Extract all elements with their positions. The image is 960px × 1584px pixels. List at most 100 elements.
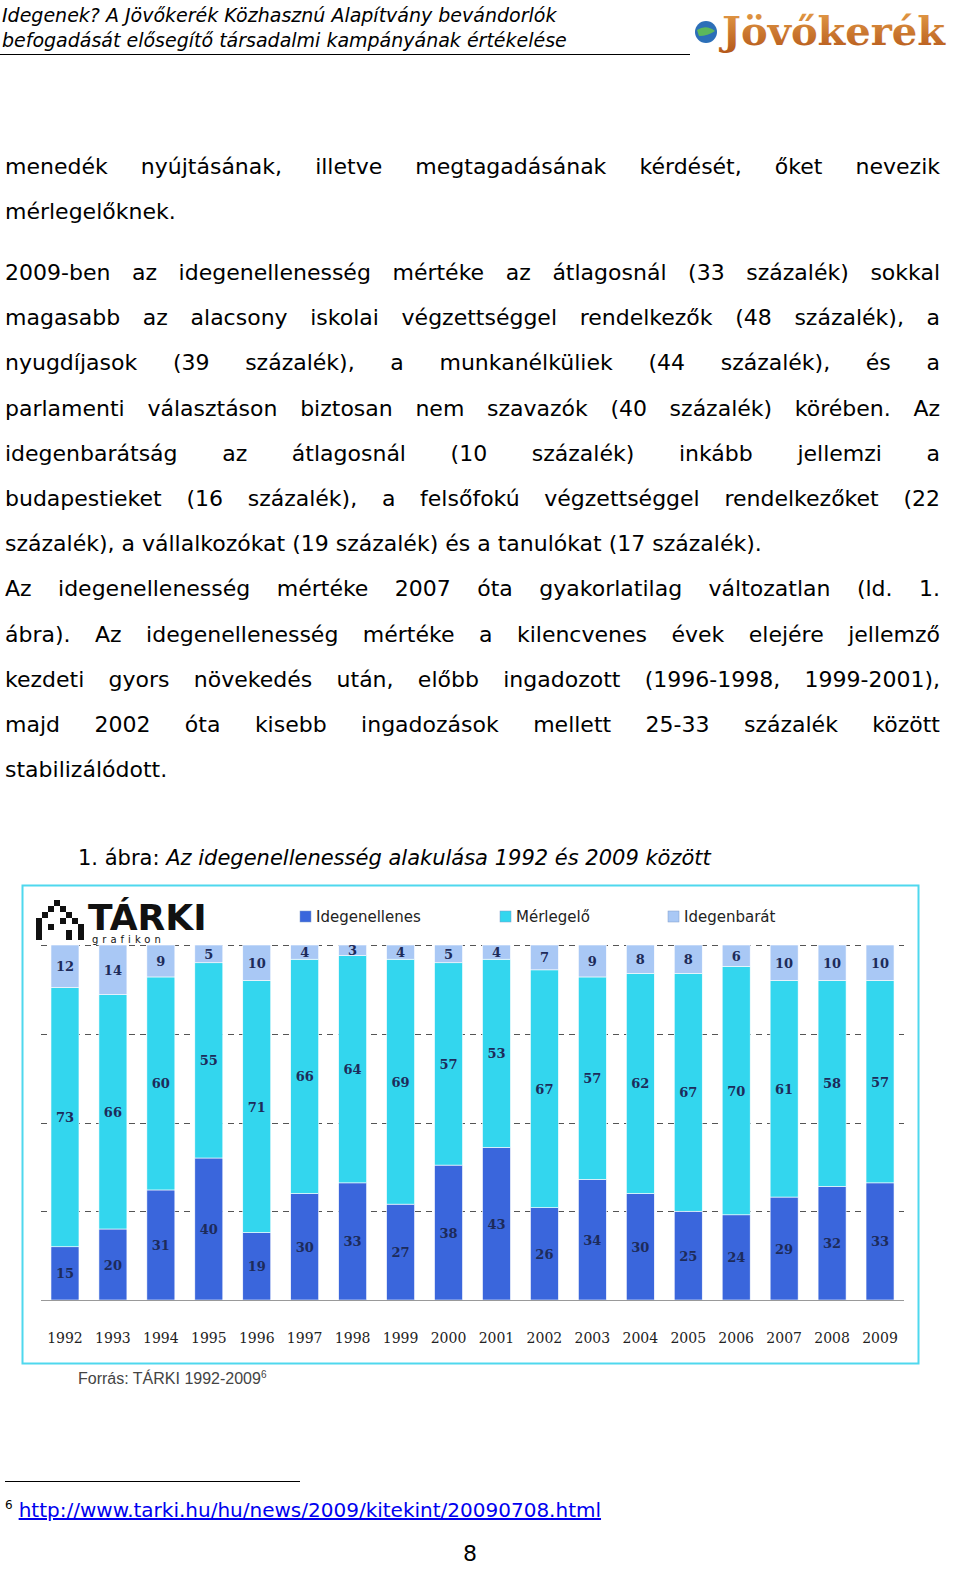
bar-segment (770, 945, 798, 981)
data-label: 60 (152, 1076, 170, 1091)
x-tick-label: 1992 (47, 1330, 83, 1346)
data-label: 66 (104, 1105, 122, 1120)
bar-segment (51, 988, 79, 1247)
brand-icon (66, 912, 72, 918)
logo-globe-land (697, 27, 715, 36)
data-label: 15 (56, 1266, 74, 1281)
bar-segment (147, 977, 175, 1190)
brand-icon (78, 924, 84, 940)
data-label: 62 (631, 1076, 649, 1091)
bar-segment (530, 970, 558, 1208)
bars (51, 945, 894, 1300)
data-label: 57 (439, 1057, 457, 1072)
figure-caption: 1. ábra: Az idegenellenesség alakulása 1… (78, 845, 711, 871)
bar-segment (482, 945, 510, 959)
source-footnote-ref: 6 (261, 1369, 267, 1380)
x-tick-label: 2002 (527, 1330, 563, 1346)
brand-icon (66, 930, 72, 940)
bar-segment (147, 945, 175, 977)
data-label: 30 (631, 1240, 649, 1255)
data-label: 57 (583, 1071, 601, 1086)
data-label: 38 (439, 1226, 457, 1241)
data-label: 33 (344, 1234, 362, 1249)
paragraph-line: stabilizálódott. (5, 755, 940, 785)
bar-segment (578, 945, 606, 977)
page-number: 8 (420, 1540, 520, 1568)
data-label: 40 (200, 1222, 218, 1237)
data-label: 67 (679, 1085, 697, 1100)
data-label: 10 (871, 956, 889, 971)
bar-segment (578, 977, 606, 1179)
footnote-rule (5, 1481, 300, 1482)
data-label: 6 (732, 949, 741, 964)
paragraph-line: százalék), a vállalkozókat (19 százalék)… (5, 529, 940, 559)
bar-segment (195, 945, 223, 963)
data-label: 53 (487, 1046, 505, 1061)
legend-label: Idegenellenes (316, 908, 421, 926)
bar-segment (243, 945, 271, 981)
data-label: 7 (540, 950, 549, 965)
data-label: 5 (444, 947, 453, 962)
paragraph-line: idegenbarátság az átlagosnál (10 százalé… (5, 439, 940, 469)
header-rule (0, 54, 690, 55)
data-label: 64 (344, 1062, 362, 1077)
bar-segment (578, 1179, 606, 1300)
bar-segment (626, 945, 654, 973)
bar-segment (626, 1194, 654, 1301)
bar-segment (99, 995, 127, 1229)
paragraph-line: parlamenti választáson biztosan nem szav… (5, 394, 940, 424)
bar-segment (818, 981, 846, 1187)
bar-segment (818, 1186, 846, 1300)
bar-segment (195, 963, 223, 1158)
page-graphics: JövőkerékTÁRKIgrafikonIdegenellenesMérle… (0, 0, 960, 1584)
paragraph-line: nyugdíjasok (39 százalék), a munkanélkül… (5, 348, 940, 378)
brand-icon (36, 918, 42, 940)
bar-segment (435, 945, 463, 963)
logo-text: Jövőkerék (719, 7, 946, 54)
bar-segment (722, 1215, 750, 1300)
logo: Jövőkerék (695, 7, 946, 54)
bar-segment (866, 1183, 894, 1300)
data-label: 10 (823, 956, 841, 971)
x-tick-label: 2008 (814, 1330, 850, 1346)
bar-segment (866, 945, 894, 981)
x-tick-label: 2001 (479, 1330, 515, 1346)
data-label: 9 (156, 954, 165, 969)
bar-segment (530, 1208, 558, 1300)
data-label: 19 (248, 1259, 266, 1274)
legend-swatch (300, 911, 311, 922)
data-label: 57 (871, 1075, 889, 1090)
data-label: 4 (396, 945, 405, 960)
bar-segment (243, 981, 271, 1233)
data-label: 43 (487, 1217, 505, 1232)
bar-segment (722, 966, 750, 1215)
logo-globe (695, 21, 717, 43)
bar-segment (243, 1233, 271, 1300)
figure-source: Forrás: TÁRKI 1992-20096 (78, 1364, 266, 1390)
paragraph-line: budapestieket (16 százalék), a felsőfokú… (5, 484, 940, 514)
chart-frame (23, 886, 919, 1364)
x-tick-label: 1997 (287, 1330, 323, 1346)
x-tick-label: 2000 (431, 1330, 467, 1346)
paragraph-line: menedék nyújtásának, illetve megtagadásá… (5, 152, 940, 182)
baseline (41, 1300, 904, 1301)
x-tick-label: 1994 (143, 1330, 179, 1346)
paragraph-line: Az idegenellenesség mértéke 2007 óta gya… (5, 574, 940, 604)
bar-segment (482, 1147, 510, 1300)
legend-swatch (668, 911, 679, 922)
bar-segment (51, 1247, 79, 1300)
data-label: 4 (300, 945, 309, 960)
bar-segment (674, 973, 702, 1211)
bar-segment (818, 945, 846, 981)
paragraph-line: kezdeti gyors növekedés után, előbb inga… (5, 665, 940, 695)
x-tick-label: 1996 (239, 1330, 275, 1346)
brand-icon (60, 906, 66, 912)
bar-segment (147, 1190, 175, 1300)
x-tick-label: 1998 (335, 1330, 371, 1346)
bar-segment (339, 956, 367, 1183)
data-label: 34 (583, 1233, 601, 1248)
brand-logo: TÁRKIgrafikon (36, 897, 207, 945)
brand-name: TÁRKI (88, 897, 207, 938)
data-label: 12 (56, 959, 74, 974)
paragraph-line: ábra). Az idegenellenesség mértéke a kil… (5, 620, 940, 650)
